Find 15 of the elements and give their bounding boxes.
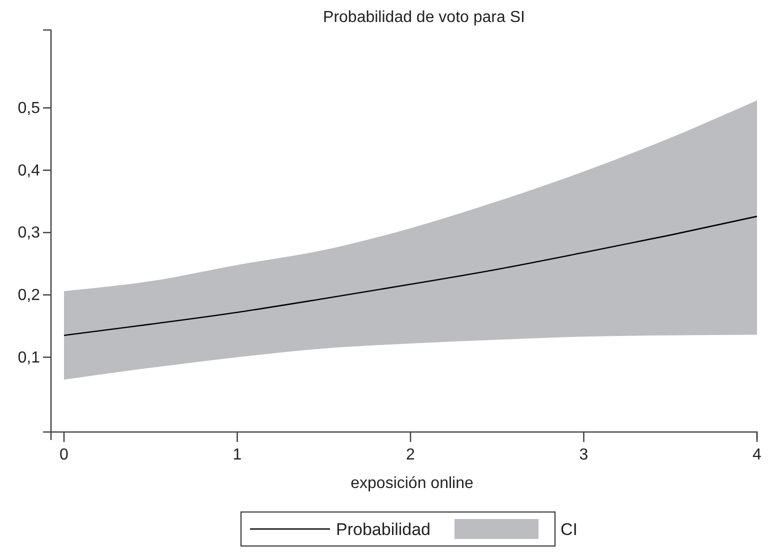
x-tick-label: 1 <box>232 446 242 464</box>
y-tick-label: 0,3 <box>18 224 40 242</box>
x-tick-label: 2 <box>406 446 416 464</box>
y-tick-label: 0,1 <box>18 349 40 366</box>
legend-label: Probabilidad <box>336 520 431 539</box>
y-tick-label: 0,2 <box>18 287 40 304</box>
x-tick-label: 3 <box>579 446 588 464</box>
x-tick-label: 0 <box>60 446 69 464</box>
y-tick-label: 0,4 <box>18 162 40 180</box>
text: CI <box>560 520 578 539</box>
chart-title: Probabilidad de voto para SI <box>323 9 525 26</box>
x-axis-title: exposición online <box>350 475 474 492</box>
y-tick-label: 0,5 <box>18 100 40 118</box>
line-series <box>63 216 758 336</box>
x-tick-label: 4 <box>752 446 762 464</box>
